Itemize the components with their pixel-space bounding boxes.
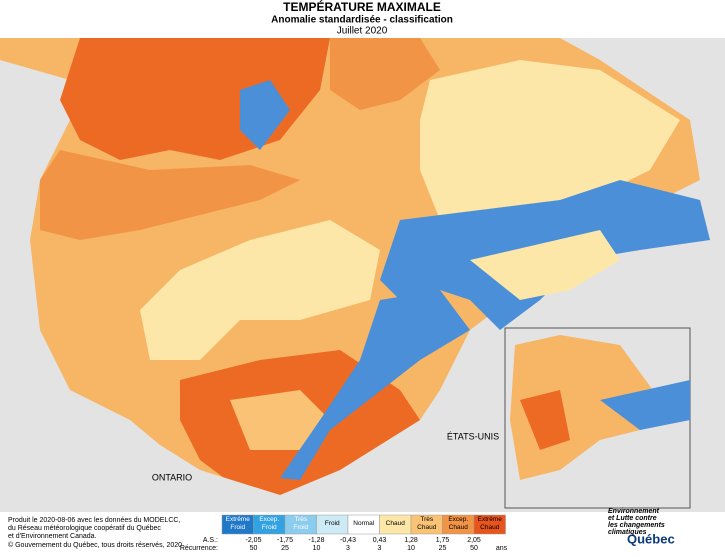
credit-line: du Réseau météorologique coopératif du Q… (8, 525, 161, 532)
legend-label: Extrême Chaud (478, 516, 503, 531)
as-value: 1,28 (404, 537, 418, 544)
legend-label: Excep. Chaud (448, 516, 468, 531)
copyright: © Gouvernement du Québec, tous droits ré… (8, 541, 182, 549)
recurrence-value: 25 (439, 545, 447, 552)
recurrence-label: Récurrence: (180, 545, 218, 552)
brand: Québec (627, 531, 675, 546)
as-value: 2,05 (467, 537, 481, 544)
recurrence-value: 10 (407, 545, 415, 552)
as-value: -1,75 (277, 537, 293, 544)
as-value: -0,43 (340, 537, 356, 544)
legend-label: Chaud (386, 520, 406, 527)
recurrence-value: 3 (346, 545, 350, 552)
date: Juillet 2020 (337, 26, 388, 37)
title: TEMPÉRATURE MAXIMALE (283, 0, 441, 14)
recurrence-value: 10 (313, 545, 321, 552)
ministry-line: Environnement (608, 508, 660, 515)
ministry-line: les changements (608, 522, 665, 529)
legend-label: Normal (353, 520, 375, 527)
legend: Extrême Froid Excep. Froid Très Froid Froid Nor… (180, 514, 508, 552)
as-value: -2,05 (246, 537, 262, 544)
recurrence-value: 50 (470, 545, 478, 552)
recurrence-unit: ans (496, 545, 508, 552)
ministry-line: et Lutte contre (608, 515, 657, 522)
recurrence-value: 50 (250, 545, 258, 552)
as-label: A.S.: (203, 537, 218, 544)
legend-label: Froid (325, 520, 340, 527)
credit-line: Produit le 2020-08-06 avec les données d… (8, 517, 180, 524)
recurrence-value: 25 (281, 545, 289, 552)
subtitle: Anomalie standardisée - classification (271, 15, 453, 26)
ministry-line: climatiques (608, 529, 647, 536)
legend-label: Excep. Froid (259, 516, 279, 531)
as-value: 0,43 (373, 537, 387, 544)
map: ÉTATS-UNIS ONTARIO (0, 38, 725, 512)
legend-label: Extrême Froid (226, 516, 251, 531)
usa-label: ÉTATS-UNIS (447, 431, 499, 441)
legend-swatch (473, 514, 506, 535)
as-value: -1,28 (309, 537, 325, 544)
ontario-label: ONTARIO (152, 472, 192, 482)
legend-label: Très Chaud (417, 516, 437, 531)
credit-line: et d'Environnement Canada. (8, 533, 97, 540)
as-value: 1,75 (436, 537, 450, 544)
recurrence-value: 3 (378, 545, 382, 552)
legend-label: Très Froid (293, 516, 308, 531)
footer: © Gouvernement du Québec, tous droits ré… (8, 508, 675, 549)
